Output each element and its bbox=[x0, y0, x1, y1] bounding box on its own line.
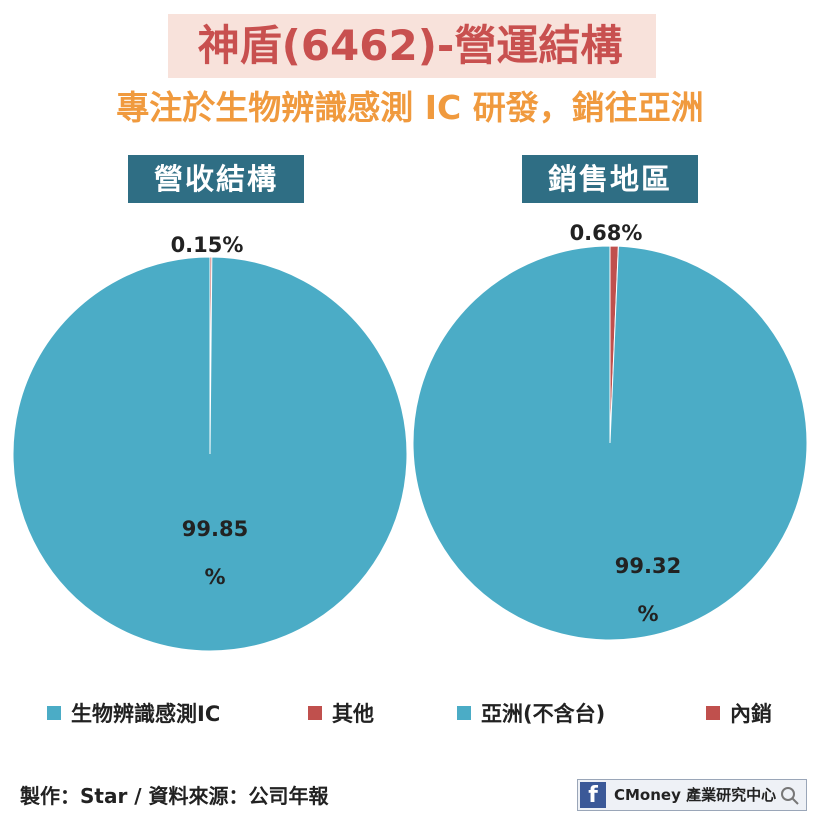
data-label-small: 0.15% bbox=[171, 233, 244, 257]
legend-swatch bbox=[308, 706, 322, 720]
brand-text: CMoney 產業研究中心 bbox=[614, 786, 777, 804]
legend-swatch bbox=[47, 706, 61, 720]
pie-slice-亞洲(不含台) bbox=[412, 245, 808, 641]
title-background bbox=[168, 14, 656, 78]
legend-item-domestic: 內銷 bbox=[706, 698, 772, 728]
data-label-percent: % bbox=[204, 565, 225, 589]
legend-item-asia: 亞洲(不含台) bbox=[457, 698, 605, 728]
footer-credit: 製作：Star / 資料來源：公司年報 bbox=[20, 784, 329, 808]
page-title: 神盾(6462)-營運結構 bbox=[197, 21, 623, 70]
facebook-icon: f bbox=[580, 782, 606, 808]
data-label-percent: % bbox=[637, 602, 658, 626]
legend-swatch bbox=[457, 706, 471, 720]
legend-label: 內銷 bbox=[730, 702, 772, 726]
data-label-main: 99.85 bbox=[182, 517, 248, 541]
legend-swatch bbox=[706, 706, 720, 720]
legend: 生物辨識感測IC 其他 亞洲(不含台) 內銷 bbox=[0, 698, 820, 728]
chart-title-region: 銷售地區 bbox=[522, 155, 698, 203]
legend-label: 亞洲(不含台) bbox=[481, 702, 606, 726]
legend-label: 生物辨識感測IC bbox=[71, 702, 221, 726]
legend-item-other: 其他 bbox=[308, 698, 374, 728]
pie-slice-生物辨識感測IC bbox=[12, 256, 408, 652]
data-label-main: 99.32 bbox=[615, 554, 681, 578]
page-subtitle: 專注於生物辨識感測 IC 研發，銷往亞洲 bbox=[116, 88, 704, 127]
search-icon bbox=[781, 787, 799, 805]
chart-title-revenue: 營收結構 bbox=[128, 155, 304, 203]
brand-badge[interactable]: f CMoney 產業研究中心 bbox=[577, 779, 807, 811]
legend-label: 其他 bbox=[332, 702, 374, 726]
legend-item-ic: 生物辨識感測IC bbox=[47, 698, 220, 728]
data-label-small: 0.68% bbox=[570, 221, 643, 245]
